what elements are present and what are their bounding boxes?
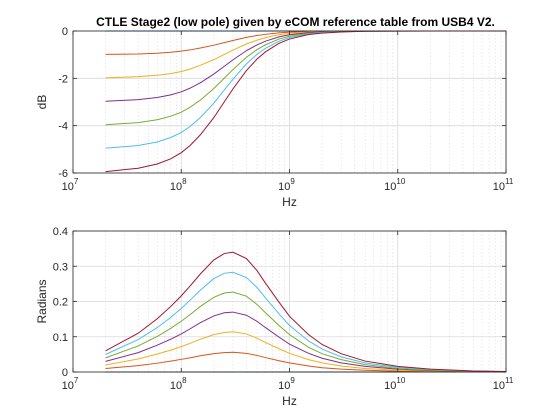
y-tick-label: 0.1 [53, 332, 68, 344]
x-tick-label: 1010 [384, 177, 406, 193]
x-axis-label: Hz [282, 394, 297, 408]
chart-title: CTLE Stage2 (low pole) given by eCOM ref… [96, 15, 495, 29]
y-tick-label: 0.4 [53, 226, 68, 238]
y-tick-label: -2 [58, 73, 68, 85]
series-line-3 [105, 331, 506, 373]
series-line-6 [105, 271, 506, 373]
y-axis-label: dB [35, 95, 49, 110]
y-tick-label: -4 [58, 121, 68, 133]
y-tick-label: 0 [62, 367, 68, 379]
lower-axes-radians: 0 0.1 0.2 0.3 0.4 107 108 109 1010 1011 Hz Radians [35, 226, 514, 408]
y-tick-label: 0.2 [53, 297, 68, 309]
x-tick-label: 109 [278, 376, 295, 392]
x-tick-label: 1011 [493, 376, 514, 392]
x-tick-label: 108 [170, 177, 187, 193]
series-line-7 [105, 251, 506, 372]
x-tick-label: 108 [170, 376, 187, 392]
y-tick-label: 0.3 [53, 261, 68, 273]
series-line-4 [105, 311, 506, 373]
x-tick-label: 109 [278, 177, 295, 193]
x-tick-label: 107 [62, 177, 79, 193]
y-axis-label: Radians [35, 279, 49, 323]
series-line-5 [105, 291, 506, 373]
x-tick-label: 1011 [493, 177, 514, 193]
x-axis-label: Hz [282, 195, 297, 209]
y-tick-label: -6 [58, 168, 68, 180]
y-tick-label: 0 [62, 26, 68, 38]
x-tick-label: 1010 [384, 376, 406, 392]
x-tick-label: 107 [62, 376, 79, 392]
series-line-2 [105, 351, 506, 373]
